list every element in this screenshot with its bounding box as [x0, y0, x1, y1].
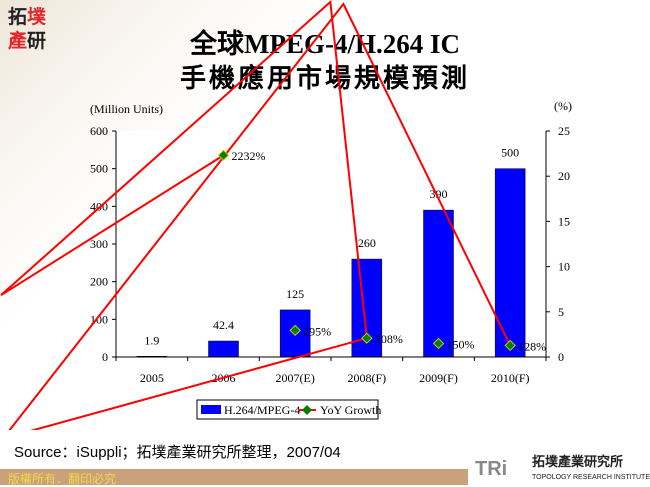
growth-label: 128%	[518, 339, 546, 353]
x-tick-label: 2010(F)	[491, 371, 530, 385]
growth-label: 2232%	[232, 149, 266, 163]
y-tick-label: 0	[102, 350, 108, 364]
chart-title: 全球MPEG-4/H.264 IC	[190, 29, 460, 59]
y2-tick-label: 15	[558, 214, 570, 228]
y-tick-label: 600	[90, 124, 108, 138]
chart: (Million Units) (%) 01002003004005006000…	[0, 0, 572, 430]
y2-tick-label: 0	[558, 350, 564, 364]
growth-label: 295%	[303, 324, 331, 338]
y-axis-label: (Million Units)	[90, 102, 163, 116]
chart-subtitle: 手機應用市場規模預測	[179, 64, 470, 93]
y2-tick-label: 20	[558, 169, 570, 183]
bar	[494, 168, 526, 358]
brand-name: 拓墣產業研究所	[532, 455, 624, 470]
growth-marker	[504, 339, 516, 352]
brand-tab	[468, 452, 650, 485]
brand-english: TOPOLOGY RESEARCH INSTITUTE	[532, 474, 650, 481]
y2-tick-label: 10	[558, 260, 570, 274]
tri-logo: TRi	[475, 458, 508, 480]
bar-label: 500	[501, 146, 519, 160]
x-tick-label: 2005	[140, 371, 164, 385]
plot-area	[116, 131, 546, 357]
logo: 拓墣 產研	[8, 6, 47, 52]
bar-label: 260	[358, 236, 376, 250]
y-tick-label: 500	[90, 162, 108, 176]
copyright: 版權所有．翻印必究	[8, 472, 117, 486]
x-tick-label: 2009(F)	[419, 371, 458, 385]
x-tick-label: 2007(E)	[276, 371, 315, 385]
y2-tick-label: 25	[558, 124, 570, 138]
growth-label: 150%	[447, 337, 475, 351]
bar	[423, 209, 454, 358]
growth-label: 208%	[375, 332, 403, 346]
bar	[208, 340, 239, 358]
source-note: Source：iSuppli；拓墣產業研究所整理，2007/04	[14, 444, 341, 461]
legend-label-line: YoY Growth	[320, 403, 381, 417]
x-tick-label: 2008(F)	[347, 371, 386, 385]
growth-marker	[289, 324, 301, 337]
bar-label: 125	[286, 287, 304, 301]
y-tick-label: 200	[90, 275, 108, 289]
growth-marker	[217, 149, 230, 161]
growth-marker	[361, 332, 373, 344]
bar-label: 42.4	[213, 318, 234, 332]
legend: H.264/MPEG-4 YoY Growth	[196, 399, 381, 420]
legend-swatch-bar	[201, 405, 221, 414]
growth-marker	[432, 337, 445, 350]
legend-label-bar: H.264/MPEG-4	[224, 403, 300, 417]
y-tick-label: 300	[90, 237, 108, 251]
y2-axis-label: (%)	[554, 99, 572, 113]
bar-label: 1.9	[144, 333, 159, 347]
y2-tick-label: 5	[558, 305, 564, 319]
legend-marker	[302, 405, 312, 415]
